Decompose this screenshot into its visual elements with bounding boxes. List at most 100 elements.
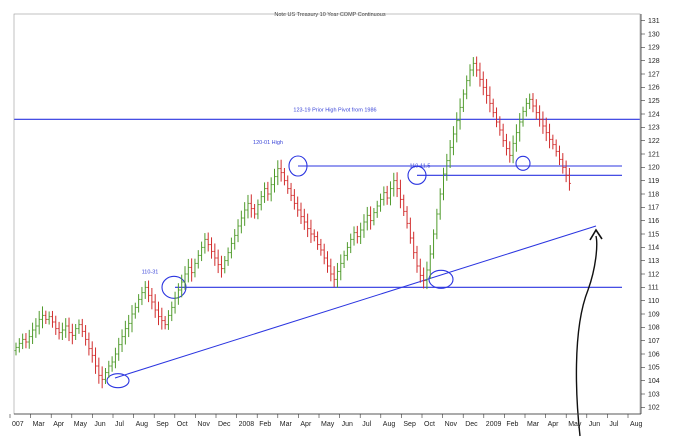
pivot-circle [428, 269, 454, 289]
x-tick-label: May [321, 421, 335, 428]
ohlc-bar [24, 333, 28, 349]
ohlc-bar [67, 317, 71, 342]
ohlc-bar [382, 186, 386, 206]
ohlc-bar [501, 123, 505, 147]
ohlc-bar [107, 360, 111, 378]
ohlc-bar [213, 243, 217, 266]
ohlc-bar [21, 333, 25, 350]
ohlc-bar [528, 93, 532, 110]
x-tick-label: Apr [53, 421, 65, 428]
level-label: 120-01 High [253, 140, 283, 146]
ohlc-bar [34, 318, 38, 338]
x-tick-label: Apr [548, 421, 560, 428]
ohlc-bar [113, 347, 118, 369]
ohlc-bar [150, 288, 154, 310]
ohlc-bar [567, 168, 572, 191]
ohlc-bar [395, 172, 399, 198]
ohlc-bar [44, 310, 48, 324]
ohlc-bar [375, 200, 379, 218]
ohlc-bar [478, 62, 482, 87]
ohlc-bar [40, 306, 45, 329]
ohlc-bar [345, 242, 349, 261]
ohlc-bar [140, 286, 144, 306]
ohlc-bar [349, 233, 353, 254]
x-tick-label: May [568, 421, 582, 428]
y-tick-label: 113 [648, 258, 659, 265]
level-label: 110-31 [142, 269, 159, 275]
ohlc-bar [199, 241, 204, 262]
x-tick-label: Dec [465, 421, 478, 428]
ohlc-bar [339, 254, 343, 281]
y-tick-label: 107 [648, 338, 660, 345]
x-tick-label: Mar [33, 421, 46, 428]
ohlc-bar [309, 219, 313, 243]
x-tick-label: Apr [300, 421, 312, 428]
ohlc-bar [127, 314, 131, 338]
ohlc-bar [405, 206, 409, 229]
y-tick-label: 112 [648, 271, 659, 278]
ohlc-bar [226, 247, 230, 266]
ohlc-bar [315, 231, 320, 250]
x-tick-label: Aug [383, 421, 396, 428]
ohlc-bar [289, 182, 293, 202]
x-tick-label: Jun [342, 421, 353, 428]
ohlc-bar [547, 123, 552, 149]
y-tick-label: 102 [648, 405, 660, 412]
ohlc-bar [325, 251, 330, 273]
curved-arrow-icon [575, 228, 603, 437]
ohlc-bar [402, 194, 406, 216]
ohlc-bar [514, 124, 519, 152]
ohlc-bar [484, 78, 489, 104]
ohlc-bar [398, 179, 403, 209]
ohlc-bar [415, 245, 419, 273]
ohlc-bar [183, 266, 187, 290]
ohlc-bar [83, 325, 88, 346]
ohlc-bar [209, 237, 214, 259]
ohlc-bar [276, 160, 280, 186]
ohlc-bar [551, 134, 555, 150]
x-tick-label: Sep [403, 421, 416, 428]
ohlc-bar [74, 324, 78, 340]
ohlc-bar [475, 56, 479, 77]
ohlc-bar [87, 332, 91, 356]
ohlc-bar [176, 283, 180, 305]
ohlc-bar [445, 153, 449, 181]
ohlc-bar [229, 237, 234, 259]
ohlc-bar [130, 305, 134, 333]
x-tick-label: Jun [94, 421, 105, 428]
ohlc-bar [262, 182, 267, 203]
ohlc-bar [57, 321, 61, 340]
ohlc-bar [388, 181, 393, 206]
ohlc-bar [494, 107, 499, 128]
ohlc-bar [538, 105, 542, 127]
ohlc-bar [504, 133, 509, 156]
ohlc-bar [103, 368, 108, 384]
y-tick-label: 128 [648, 58, 660, 65]
ohlc-bar [368, 206, 373, 230]
ohlc-bar [378, 193, 383, 212]
ohlc-bar [239, 210, 243, 234]
ohlc-bar [531, 93, 535, 113]
ohlc-bar [236, 219, 240, 243]
y-tick-label: 129 [648, 45, 660, 52]
ohlc-bar [163, 316, 167, 330]
ohlc-bar [17, 338, 21, 353]
ohlc-bar [554, 139, 558, 157]
ohlc-bar [30, 322, 35, 344]
y-tick-label: 106 [648, 351, 660, 358]
pivot-circle [288, 155, 308, 177]
ohlc-bar [186, 258, 190, 283]
ohlc-bar [223, 256, 227, 274]
ohlc-bar [511, 135, 515, 164]
y-tick-label: 123 [648, 125, 660, 132]
y-tick-label: 103 [648, 391, 660, 398]
x-tick-label: Feb [259, 421, 271, 428]
y-tick-label: 114 [648, 245, 659, 252]
ohlc-bar [355, 225, 359, 244]
x-tick-label: May [74, 421, 88, 428]
ohlc-bar [137, 294, 141, 313]
ohlc-bar [120, 329, 124, 352]
pivot-circle [515, 155, 531, 171]
ohlc-bar [412, 231, 416, 259]
